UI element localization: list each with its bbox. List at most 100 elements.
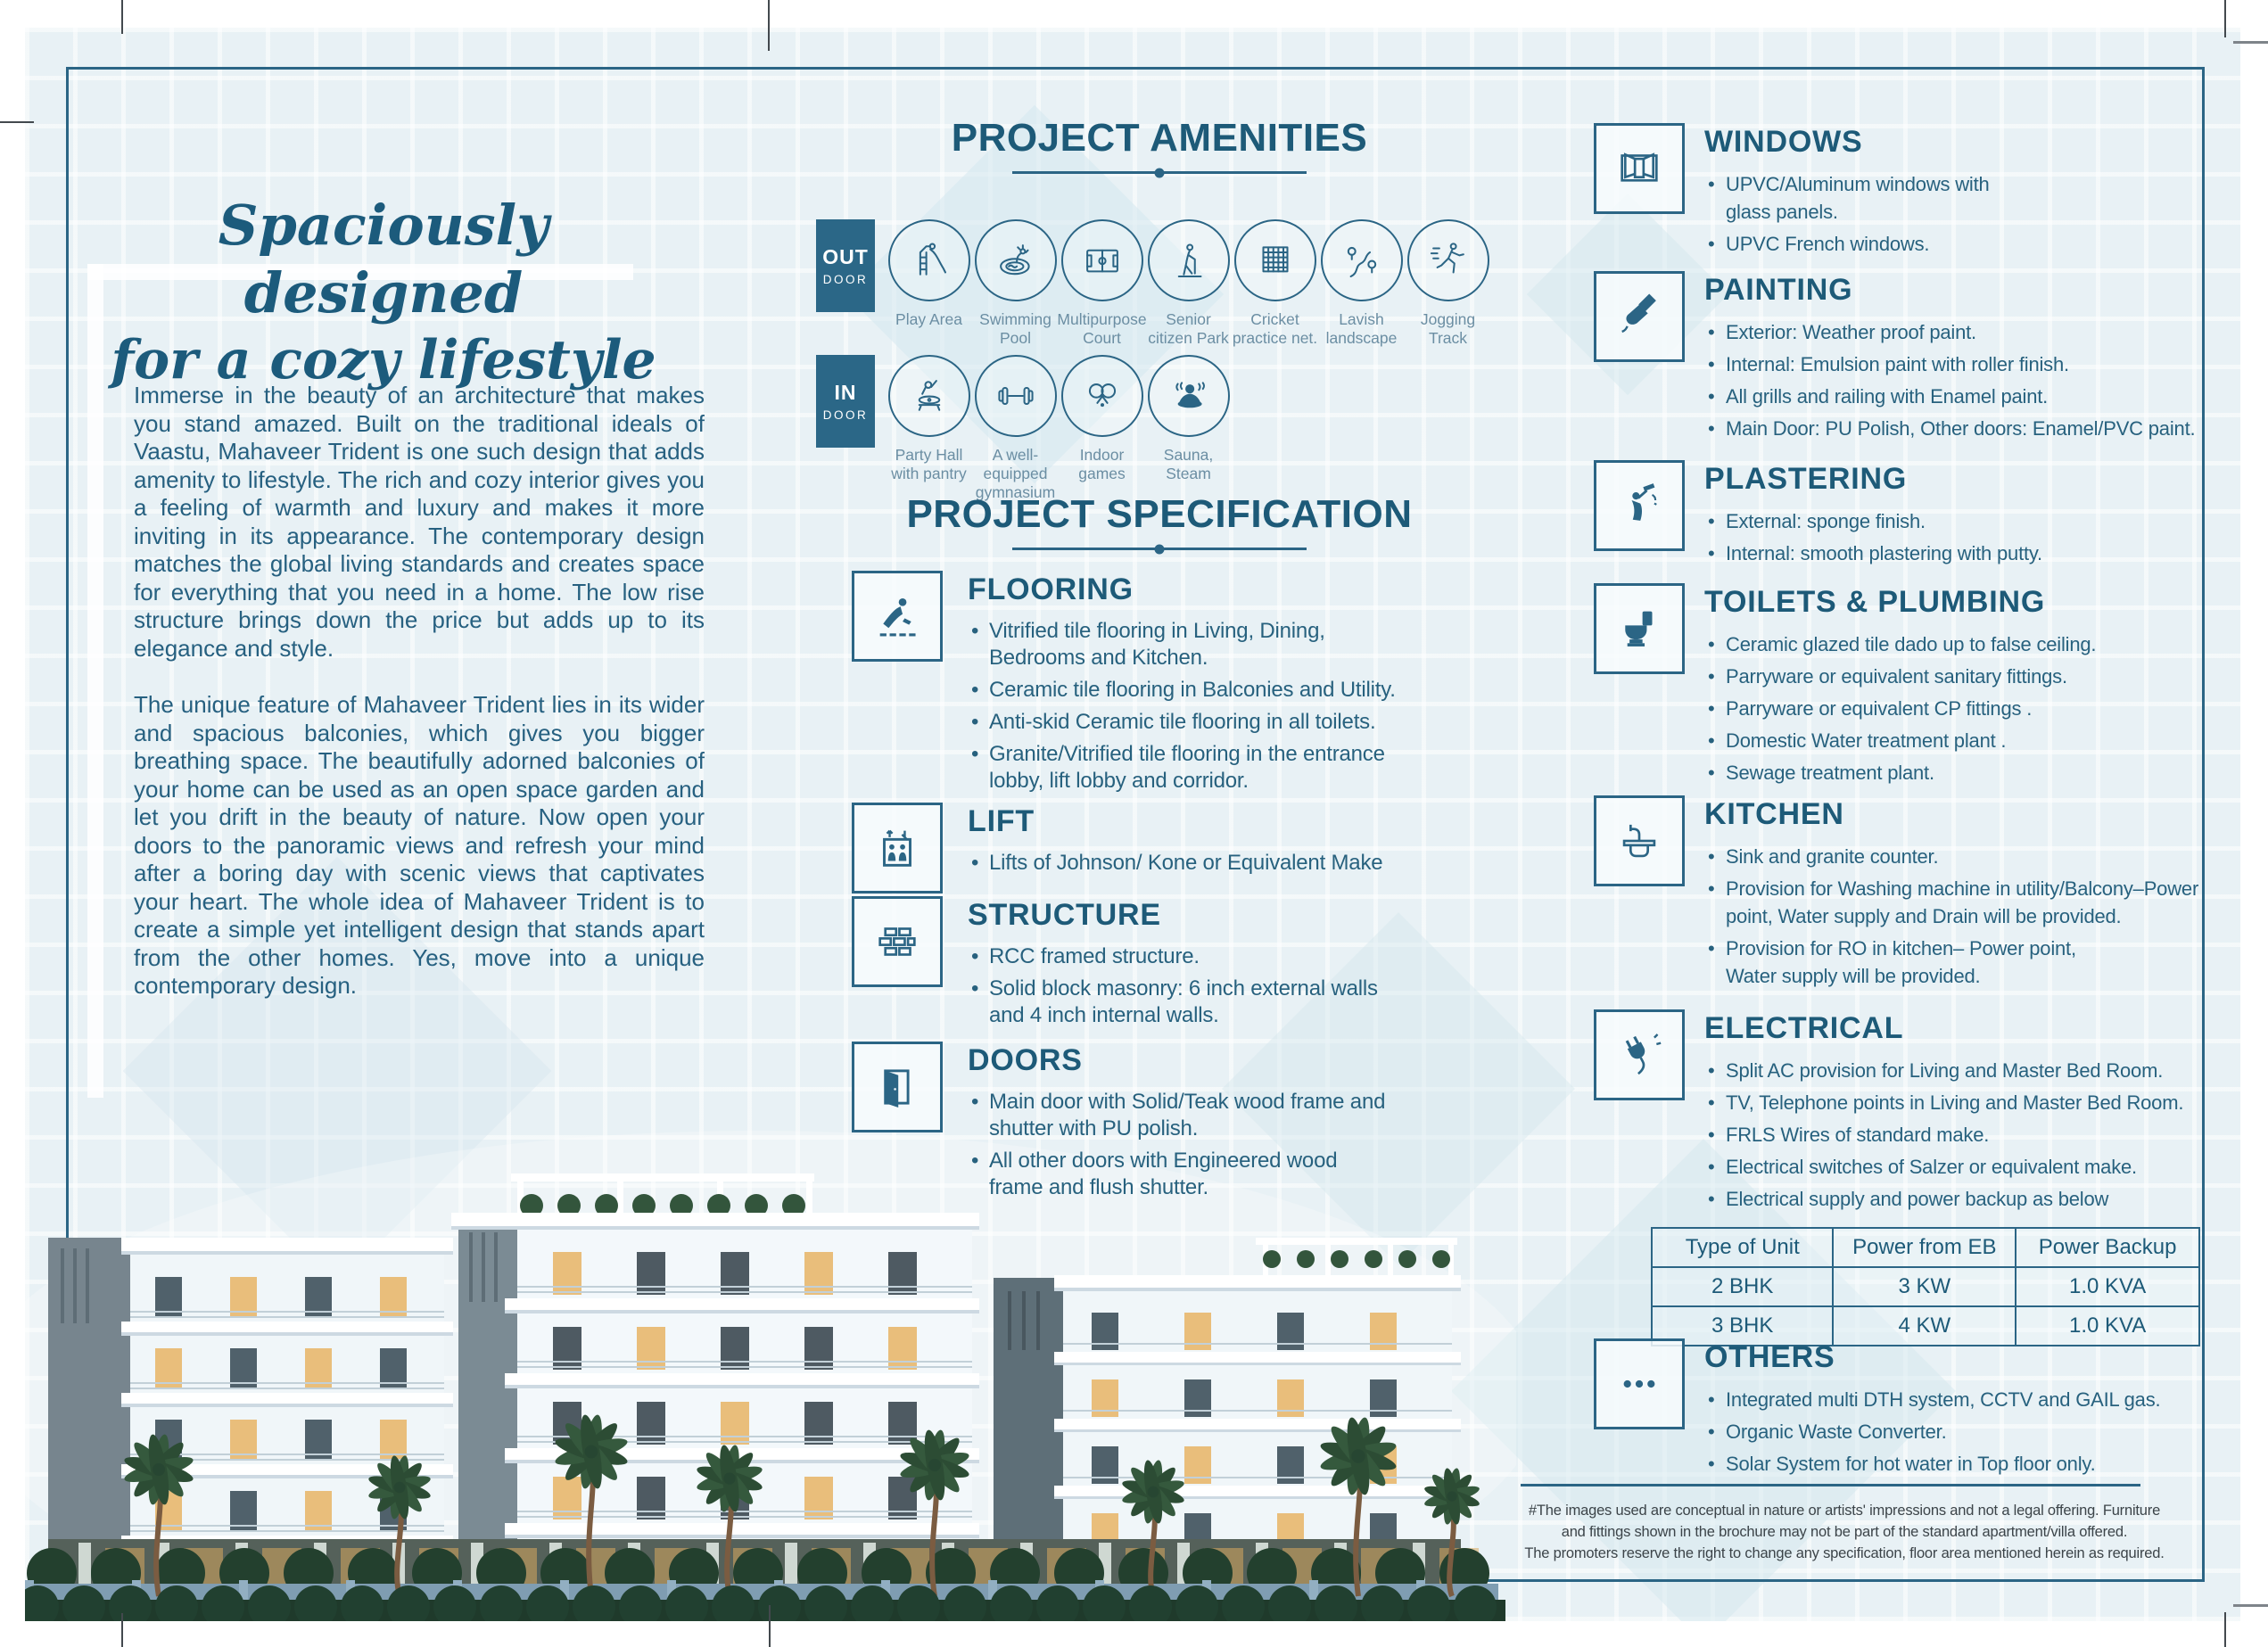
amenity-item-jogging-track: Jogging Track <box>1405 219 1491 348</box>
bullet-item: Electrical supply and power backup as be… <box>1704 1185 2200 1213</box>
bullet-item: TV, Telephone points in Living and Maste… <box>1704 1089 2200 1116</box>
bullet-item: Sewage treatment plant. <box>1704 759 2200 786</box>
section-title-painting: PAINTING <box>1704 273 1853 307</box>
party-hall-icon <box>887 355 970 437</box>
bullet-item: Anti-skid Ceramic tile flooring in all t… <box>968 709 1454 736</box>
amenity-label: Jogging Track <box>1420 310 1476 347</box>
section-title-toilets-plumbing: TOILETS & PLUMBING <box>1704 585 2046 619</box>
power-table-row: 2 BHK 3 KW 1.0 KVA <box>1650 1266 2200 1307</box>
bullet-item: External: sponge finish. <box>1704 507 2200 535</box>
badge-label: OUT <box>822 245 869 268</box>
amenity-label: Multipurpose Court <box>1057 310 1147 347</box>
painting-icon <box>1594 271 1685 362</box>
intro-text: Immerse in the beauty of an architecture… <box>134 382 705 1029</box>
amenity-label: Swimming Pool <box>979 310 1052 347</box>
bullet-item: Integrated multi DTH system, CCTV and GA… <box>1704 1386 2200 1413</box>
section-toilets-plumbing: TOILETS & PLUMBING Ceramic glazed tile da… <box>1594 583 2200 791</box>
specification-header: PROJECT SPECIFICATION <box>807 492 1512 550</box>
amenity-item-lavish-landscape: Lavish landscape <box>1318 219 1405 348</box>
section-bullets: RCC framed structure. Solid block masonry… <box>968 943 1454 1029</box>
disclaimer-rule <box>1521 1484 2140 1486</box>
power-table-cell: 4 KW <box>1832 1305 2017 1346</box>
intro-paragraph-1: Immerse in the beauty of an architecture… <box>134 382 705 662</box>
section-title-flooring: FLOORING <box>968 572 1134 606</box>
lift-icon <box>852 803 943 893</box>
indoor-amenities-row: IN DOOR Party Hall with pantry A well-equip… <box>816 355 1232 502</box>
power-table-header: Power from EB <box>1832 1227 2017 1268</box>
headline: Spaciously designed for a cozy lifestyle <box>80 192 687 393</box>
section-structure: STRUCTURE RCC framed structure. Solid bloc… <box>852 896 1454 1034</box>
amenity-item-party-hall-with-pantry: Party Hall with pantry <box>886 355 972 483</box>
title-underline <box>1012 548 1307 550</box>
power-table-header: Type of Unit <box>1650 1227 1835 1268</box>
indoor-badge: IN DOOR <box>816 355 875 448</box>
amenity-label: Lavish landscape <box>1325 310 1398 347</box>
section-flooring: FLOORING Vitrified tile flooring in Livin… <box>852 571 1454 800</box>
flooring-icon <box>852 571 943 662</box>
swimming-pool-icon <box>974 219 1057 301</box>
section-electrical: ELECTRICAL Split AC provision for Living … <box>1594 1009 2200 1346</box>
section-title-kitchen: KITCHEN <box>1704 797 1844 831</box>
amenity-label: Indoor games <box>1078 446 1126 482</box>
amenities-header: PROJECT AMENITIES <box>807 116 1512 174</box>
windows-icon <box>1594 123 1685 214</box>
indoor-games-icon <box>1060 355 1143 437</box>
toilets-plumbing-icon <box>1594 583 1685 674</box>
bullet-item: Ceramic glazed tile dado up to false cei… <box>1704 630 2200 658</box>
lavish-landscape-icon <box>1320 219 1403 301</box>
bullet-item: Provision for RO in kitchen– Power point… <box>1704 935 2200 990</box>
section-content: ELECTRICAL Split AC provision for Living … <box>1650 1009 2200 1346</box>
bullet-item: All grills and railing with Enamel paint… <box>1704 383 2200 410</box>
amenity-label: Senior citizen Park <box>1148 310 1229 347</box>
section-title-others: OTHERS <box>1704 1340 1835 1374</box>
bullet-item: Exterior: Weather proof paint. <box>1704 318 2200 346</box>
page-background: Spaciously designed for a cozy lifestyle… <box>25 28 2240 1621</box>
amenities-title: PROJECT AMENITIES <box>951 116 1368 160</box>
bullet-item: Lifts of Johnson/ Kone or Equivalent Mak… <box>968 850 1454 877</box>
section-painting: PAINTING Exterior: Weather proof paint. In… <box>1594 271 2200 447</box>
others-icon <box>1594 1338 1685 1429</box>
specification-title: PROJECT SPECIFICATION <box>906 492 1413 536</box>
gymnasium-icon <box>974 355 1057 437</box>
section-title-lift: LIFT <box>968 804 1035 838</box>
bullet-item: Ceramic tile flooring in Balconies and U… <box>968 677 1454 704</box>
bullet-item: Solid block masonry: 6 inch external wal… <box>968 976 1454 1029</box>
section-content: WINDOWS UPVC/Aluminum windows with glass … <box>1704 123 2200 262</box>
section-bullets: Lifts of Johnson/ Kone or Equivalent Mak… <box>968 850 1454 877</box>
bullet-item: Provision for Washing machine in utility… <box>1704 875 2200 930</box>
section-content: FLOORING Vitrified tile flooring in Livin… <box>968 571 1454 800</box>
crop-mark <box>2233 1604 2268 1607</box>
section-content: STRUCTURE RCC framed structure. Solid bloc… <box>968 896 1454 1034</box>
bullet-item: Organic Waste Converter. <box>1704 1418 2200 1445</box>
section-content: OTHERS Integrated multi DTH system, CCTV … <box>1704 1338 2200 1482</box>
section-bullets: Exterior: Weather proof paint. Internal: … <box>1704 318 2200 442</box>
section-bullets: Vitrified tile flooring in Living, Dinin… <box>968 618 1454 795</box>
bullet-item: UPVC/Aluminum windows with glass panels. <box>1704 170 2200 226</box>
white-corner-frame <box>87 264 633 280</box>
power-table-cell: 2 BHK <box>1650 1266 1835 1307</box>
bullet-item: All other doors with Engineered wood fra… <box>968 1148 1454 1201</box>
amenity-label: Cricket practice net. <box>1232 310 1318 347</box>
section-title-doors: DOORS <box>968 1043 1083 1077</box>
bullet-item: UPVC French windows. <box>1704 230 2200 258</box>
building-render <box>25 1131 1516 1621</box>
structure-icon <box>852 896 943 987</box>
section-kitchen: KITCHEN Sink and granite counter. Provisio… <box>1594 795 2200 994</box>
bullet-item: Domestic Water treatment plant . <box>1704 727 2200 754</box>
bullet-item: Internal: Emulsion paint with roller fin… <box>1704 350 2200 378</box>
section-title-electrical: ELECTRICAL <box>1704 1011 1904 1045</box>
disclaimer-text: #The images used are conceptual in natur… <box>1524 1503 2165 1561</box>
crop-mark <box>2224 0 2226 37</box>
crop-mark <box>121 1613 123 1647</box>
badge-label: IN <box>834 381 857 404</box>
bullet-item: Split AC provision for Living and Master… <box>1704 1057 2200 1084</box>
intro-paragraph-2: The unique feature of Mahaveer Trident l… <box>134 691 705 999</box>
section-windows: WINDOWS UPVC/Aluminum windows with glass … <box>1594 123 2200 262</box>
outdoor-badge: OUT DOOR <box>816 219 875 312</box>
bullet-item: RCC framed structure. <box>968 943 1454 970</box>
plastering-icon <box>1594 460 1685 551</box>
senior-citizen-park-icon <box>1147 219 1230 301</box>
amenity-label: Play Area <box>895 310 962 328</box>
amenity-item-senior-citizen-park: Senior citizen Park <box>1145 219 1232 348</box>
section-content: PAINTING Exterior: Weather proof paint. In… <box>1704 271 2200 447</box>
